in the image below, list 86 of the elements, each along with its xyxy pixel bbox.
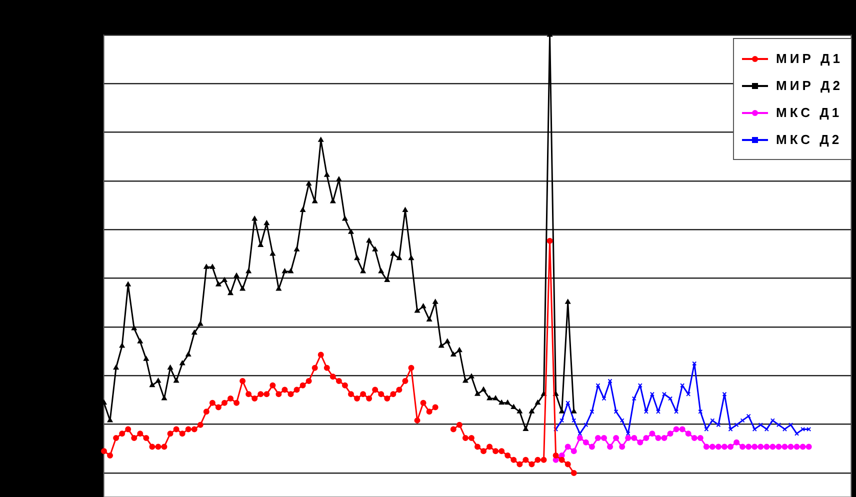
point	[632, 396, 636, 401]
point	[667, 430, 674, 437]
point	[560, 418, 564, 423]
point	[691, 434, 698, 441]
point	[770, 444, 776, 450]
point	[619, 444, 626, 450]
point	[770, 418, 775, 423]
point	[788, 444, 794, 450]
point	[782, 444, 788, 450]
point	[614, 409, 618, 414]
point	[722, 392, 727, 396]
point	[721, 444, 728, 450]
point	[601, 434, 608, 441]
point	[740, 418, 745, 423]
point	[626, 431, 630, 436]
point	[800, 444, 806, 450]
point	[644, 409, 648, 414]
point	[588, 444, 595, 450]
point	[698, 409, 703, 414]
point	[584, 422, 588, 428]
point	[637, 439, 644, 446]
point	[752, 426, 757, 432]
point	[794, 444, 800, 450]
point	[710, 418, 715, 423]
point	[668, 396, 673, 401]
point	[758, 422, 763, 428]
point	[716, 422, 721, 428]
point	[656, 409, 660, 414]
point	[631, 434, 638, 441]
point	[608, 378, 612, 384]
point	[576, 434, 583, 441]
point	[596, 383, 600, 388]
point	[564, 444, 571, 450]
point	[578, 431, 582, 436]
point	[709, 444, 716, 450]
point	[655, 434, 662, 441]
point	[680, 383, 685, 388]
point	[602, 396, 606, 401]
point	[794, 431, 800, 436]
point	[594, 434, 601, 441]
point	[673, 426, 680, 432]
legend-label: МИР Д2	[776, 78, 843, 93]
point	[800, 426, 806, 432]
point	[661, 434, 668, 441]
point	[607, 444, 614, 450]
point	[643, 434, 650, 441]
point	[582, 439, 589, 446]
point	[620, 418, 624, 423]
point	[728, 426, 733, 432]
point	[782, 426, 787, 432]
point	[806, 444, 812, 450]
point	[734, 422, 739, 428]
point	[764, 426, 769, 432]
point	[679, 426, 686, 432]
point	[752, 444, 758, 450]
legend-label: МКС Д1	[776, 105, 842, 120]
point	[649, 430, 656, 437]
point	[746, 444, 752, 450]
point	[590, 409, 594, 414]
point	[764, 444, 770, 450]
point	[734, 439, 740, 446]
point	[697, 434, 704, 441]
point	[740, 444, 746, 450]
legend-label: МИР Д1	[776, 51, 843, 66]
point	[715, 444, 722, 450]
point	[728, 444, 734, 450]
point	[674, 409, 679, 414]
point	[572, 418, 576, 423]
point	[685, 430, 692, 437]
point	[686, 392, 691, 396]
point	[662, 392, 667, 396]
point	[566, 400, 570, 406]
point	[570, 448, 577, 454]
point	[692, 361, 697, 366]
point	[758, 444, 764, 450]
legend-label: МКС Д2	[776, 132, 842, 147]
point	[703, 444, 710, 450]
point	[788, 422, 794, 428]
point	[704, 426, 709, 432]
point	[776, 444, 782, 450]
point	[625, 434, 632, 441]
point	[650, 392, 654, 396]
point	[638, 383, 642, 388]
point	[776, 422, 781, 428]
point	[613, 434, 620, 441]
point	[746, 414, 751, 418]
